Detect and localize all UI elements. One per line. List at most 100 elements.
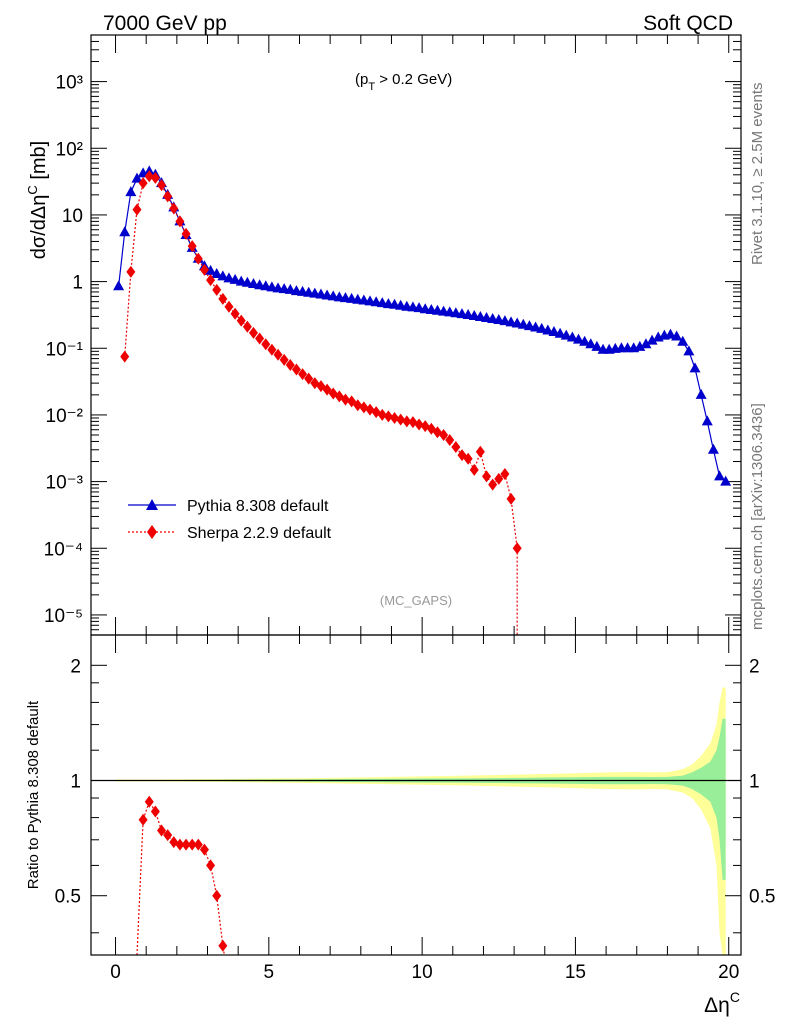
ratio-sherpa-point xyxy=(187,838,197,851)
pythia-point xyxy=(646,334,658,345)
legend-item-pythia: Pythia 8.308 default xyxy=(128,498,329,515)
ratio-plot: 0 5 10 15 20 0.5 0.5 1 1 2 2 xyxy=(55,634,775,983)
pythia-point xyxy=(542,324,554,335)
sherpa-point xyxy=(298,368,308,381)
main-ytick-label: 10 xyxy=(62,206,83,227)
ratio-sherpa-point xyxy=(181,838,191,851)
sherpa-point xyxy=(236,314,246,327)
sherpa-point xyxy=(377,408,387,421)
main-ytick-label: 10⁻⁴ xyxy=(44,539,83,560)
ratio-xtick-label: 0 xyxy=(110,962,121,983)
pythia-point xyxy=(125,186,137,197)
pythia-point xyxy=(714,470,726,481)
sherpa-point xyxy=(206,274,216,287)
main-ytick-label: 10⁻³ xyxy=(46,473,84,494)
sherpa-point xyxy=(144,170,154,183)
process-label: Soft QCD xyxy=(643,12,733,35)
ratio-sherpa-line xyxy=(136,800,225,956)
ratio-band-outer xyxy=(115,687,726,955)
sherpa-point xyxy=(304,372,314,385)
sherpa-point xyxy=(506,492,516,505)
sherpa-point xyxy=(267,343,277,356)
cut-label: (pT > 0.2 GeV) xyxy=(355,71,452,93)
pythia-point xyxy=(677,335,689,346)
pythia-point xyxy=(113,280,125,291)
sherpa-point xyxy=(181,227,191,240)
pythia-point xyxy=(585,338,597,349)
main-ytick-label: 10⁻⁵ xyxy=(44,606,83,627)
pythia-point xyxy=(579,335,591,346)
main-ylabel: dσ/dΔηC [mb] xyxy=(25,141,50,259)
pythia-point xyxy=(131,172,143,183)
ratio-sherpa-point xyxy=(144,795,154,808)
sherpa-point xyxy=(187,240,197,253)
pythia-point xyxy=(223,272,235,283)
legend: Pythia 8.308 default Sherpa 2.2.9 defaul… xyxy=(128,498,332,542)
ratio-xtick-label: 5 xyxy=(264,962,275,983)
sherpa-point xyxy=(261,338,271,351)
sherpa-point xyxy=(126,265,136,278)
sherpa-point xyxy=(212,283,222,296)
pythia-point xyxy=(554,327,566,338)
ratio-sherpa-point xyxy=(138,813,148,826)
sherpa-point xyxy=(291,363,301,376)
pythia-point xyxy=(530,321,542,332)
legend-sherpa-label: Sherpa 2.2.9 default xyxy=(187,525,332,542)
ratio-ytick-label: 0.5 xyxy=(55,887,81,908)
main-ytick-label: 1 xyxy=(72,273,83,294)
sherpa-point xyxy=(242,320,252,333)
ratio-sherpa-point xyxy=(193,838,203,851)
pythia-point xyxy=(548,326,560,337)
pythia-point xyxy=(671,330,683,341)
main-ytick-label: 10³ xyxy=(56,73,83,94)
sherpa-point xyxy=(132,203,142,216)
sherpa-point xyxy=(494,472,504,485)
sherpa-point xyxy=(138,177,148,190)
main-frame xyxy=(90,34,742,636)
sherpa-point xyxy=(475,445,485,458)
ratio-ytick-label-right: 1 xyxy=(749,772,760,793)
sherpa-point xyxy=(469,463,479,476)
legend-pythia-marker xyxy=(146,499,158,510)
legend-pythia-label: Pythia 8.308 default xyxy=(187,498,329,515)
pythia-line xyxy=(117,170,727,483)
side-site-label: mcplots.cern.ch [arXiv:1306.3436] xyxy=(749,403,766,630)
sherpa-point xyxy=(169,202,179,215)
pythia-point xyxy=(229,273,241,284)
sherpa-point xyxy=(340,393,350,406)
sherpa-point xyxy=(255,332,265,345)
main-ytick-label: 10² xyxy=(56,139,83,160)
sherpa-point xyxy=(193,252,203,265)
legend-item-sherpa: Sherpa 2.2.9 default xyxy=(128,525,332,542)
main-axes: 10⁻⁵ 10⁻⁴ 10⁻³ 10⁻² 10⁻¹ 1 10 10² 10³ xyxy=(44,34,741,635)
ratio-sherpa-point xyxy=(150,805,160,818)
sherpa-point xyxy=(451,441,461,454)
main-ytick-label: 10⁻² xyxy=(46,406,84,427)
main-plot: 10⁻⁵ 10⁻⁴ 10⁻³ 10⁻² 10⁻¹ 1 10 10² 10³ xyxy=(44,34,742,636)
sherpa-point xyxy=(249,326,258,339)
ratio-ytick-label: 2 xyxy=(70,656,81,677)
pythia-point xyxy=(217,270,229,281)
sherpa-point xyxy=(199,263,209,276)
sherpa-point xyxy=(463,452,473,465)
side-rivet-label: Rivet 3.1.10, ≥ 2.5M events xyxy=(749,83,766,266)
pythia-point xyxy=(634,340,646,351)
sherpa-point xyxy=(383,410,393,423)
sherpa-point xyxy=(488,478,498,491)
pythia-point xyxy=(695,388,707,399)
pythia-point xyxy=(560,329,572,340)
ratio-sherpa-point xyxy=(212,889,222,902)
pythia-point xyxy=(720,475,732,486)
sherpa-point xyxy=(500,468,510,481)
pythia-point xyxy=(591,340,603,351)
ratio-xtick-label: 20 xyxy=(718,962,739,983)
sherpa-point xyxy=(163,190,173,203)
sherpa-point xyxy=(445,434,455,447)
ratio-ylabel: Ratio to Pythia 8.308 default xyxy=(25,700,42,889)
pythia-point xyxy=(707,443,719,454)
sherpa-point xyxy=(285,359,295,372)
legend-sherpa-marker xyxy=(147,525,157,539)
ratio-ytick-label-right: 2 xyxy=(749,656,760,677)
ratio-ytick-label-right: 0.5 xyxy=(749,887,775,908)
